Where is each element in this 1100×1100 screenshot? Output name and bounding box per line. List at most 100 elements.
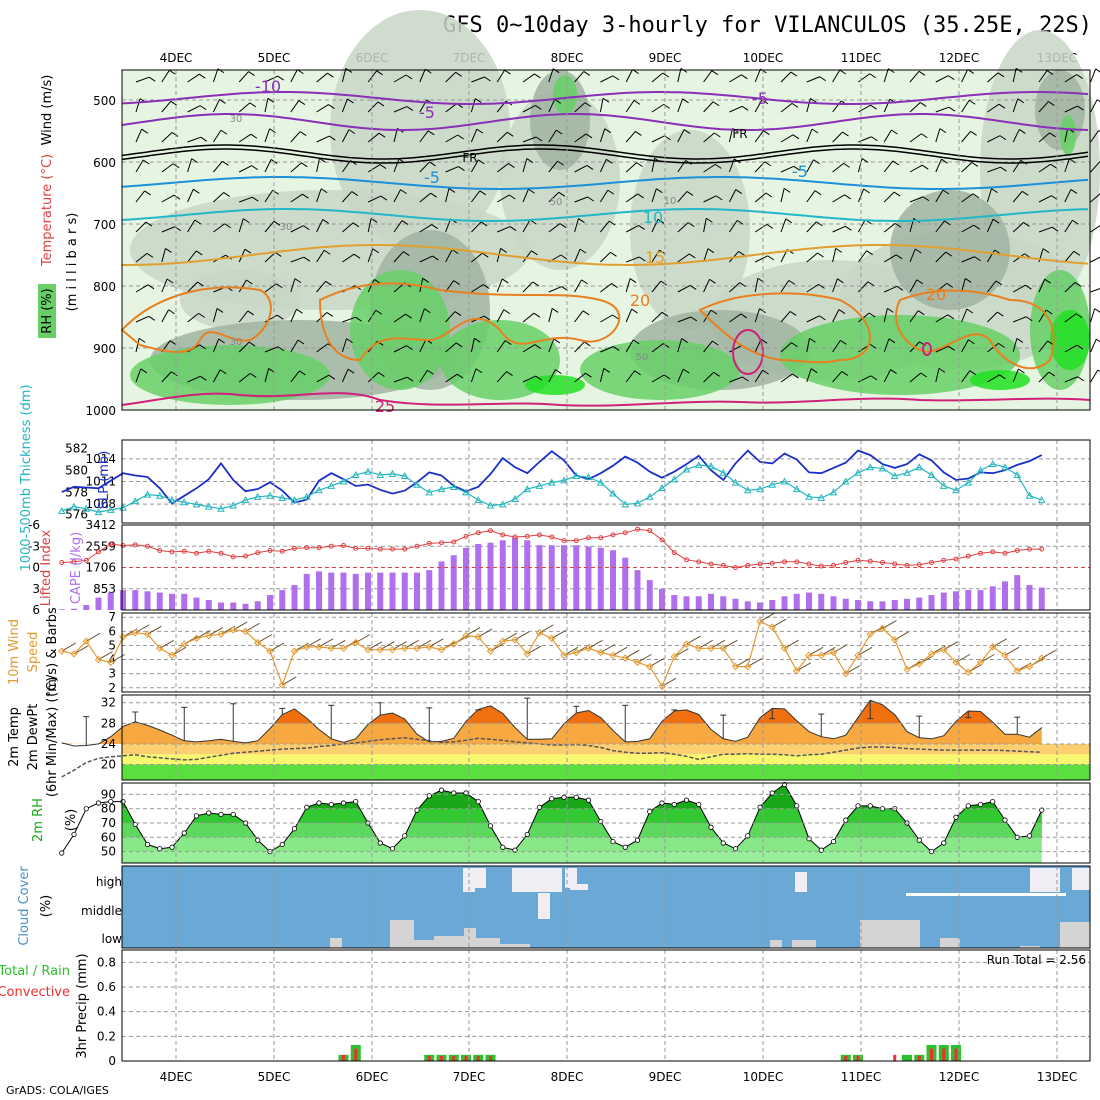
li-tick: 6 [32,603,40,617]
wind-barb-flag [944,220,951,226]
wind-barb-flag [606,158,613,164]
rh-point [181,830,187,836]
wind-barb [780,102,793,113]
isotherm-10 [121,208,1089,222]
wind-barb [161,100,172,113]
wind-speed-point [927,650,936,658]
lifted-index-point [855,557,861,563]
wind-barb [161,132,173,143]
cape-bar [585,546,592,610]
date-tick-bottom: 11DEC [841,1070,881,1084]
clear-sky-patch [1072,868,1090,890]
cape-bar [389,572,396,610]
wind-barb-flag [424,308,431,314]
wind-barb [806,98,811,113]
wind-barb-flag [1025,284,1032,290]
temperature-axis-label: Temperature (°C) [40,154,55,267]
temp-tick: 32 [101,696,116,710]
rh-point [1002,817,1008,823]
temp-band-light [122,743,1090,755]
wind-barb-flag [870,104,877,110]
wind-barb-flag [303,256,311,262]
wind-barb-flag [659,249,666,255]
wind-barb-flag [403,251,410,257]
lifted-index-point [622,530,628,536]
rh-point [671,801,677,808]
wind-barb-flag [741,74,748,80]
lifted-index-point [439,540,444,546]
wind-barb-flag [170,100,178,106]
rh-region [350,270,450,390]
wind-barb [238,372,251,383]
wind-barb-flag [866,250,873,256]
wind-barb-flag [790,71,798,77]
rh-point [965,803,971,809]
lifted-index-point [720,562,726,568]
wind-barb-flag [1072,219,1079,225]
wind-barb-flag [947,314,955,320]
wind-barb [857,188,865,203]
rh-tick: 90 [101,787,116,801]
thickness-axis-label: 1000-500mb Thickness (dm) [19,384,34,571]
wind-barb-flag [948,106,956,112]
lifted-index-point [132,542,138,548]
wind-barb-flag [379,164,387,169]
wind-barb-flag [475,368,483,374]
isotherm-20 [895,289,1055,370]
wind-barb-flag [662,72,670,78]
wind-barb-flag [1051,195,1058,201]
wind-barb-flag [816,221,823,227]
wind-barb-flag [1070,189,1078,194]
wind-barb [806,128,813,143]
wind-barb [600,283,612,293]
precip-convective-bar [954,1048,958,1061]
thickness-point [364,467,372,475]
cape-bar [193,597,200,610]
thickness-point [707,462,715,470]
precip-convective-bar [342,1054,345,1061]
lifted-index-point [647,528,653,534]
thickness-point [658,484,666,492]
wind-barb-flag [838,309,846,314]
wind-barb-flag [1044,278,1051,284]
lifted-index-point [941,557,947,563]
cape-bar [120,590,126,610]
wind-barb [909,310,919,323]
wind-barb-flag [323,249,331,255]
wind-barb [393,220,403,233]
rh2-panel-frame [121,782,1091,864]
wind-barb-flag [191,158,198,164]
cape-tick: 3412 [85,518,116,532]
wind-speed-point [143,630,152,638]
wind-barb [986,249,996,263]
thickness-point [302,492,311,500]
wind-barb-flag [328,374,336,380]
date-tick-bottom: 13DEC [1037,1070,1077,1084]
contour-label: 15 [645,248,665,267]
wind-barb-flag [767,255,775,261]
rh-axis-label: RH (%) [40,288,55,333]
wind-barb-flag [712,340,719,346]
thickness-point [596,478,605,486]
wind-barb [677,338,683,353]
wind-barb [264,159,272,173]
wind-barb-flag [998,342,1005,348]
wind-barb-flag [378,372,385,377]
wind-barb [187,281,198,293]
wind-barb-flag [714,132,721,138]
rh-legend-swatch [38,284,56,338]
wind-barb [471,284,484,293]
wind-barb [290,193,303,203]
wind-barb [832,100,842,113]
wind-barb [986,188,992,203]
pressure-tick: 1000 [85,404,116,418]
wind-barb-flag [587,196,594,202]
lifted-index-axis-label: Lifted Index [39,529,54,606]
wind-barb [858,73,871,83]
wind-speed-point [364,645,372,654]
wind-barb [342,253,355,263]
cape-bar [475,543,482,610]
lifted-index-point [659,537,665,543]
wind-barb [961,69,969,83]
wind-barb-flag [501,278,509,284]
